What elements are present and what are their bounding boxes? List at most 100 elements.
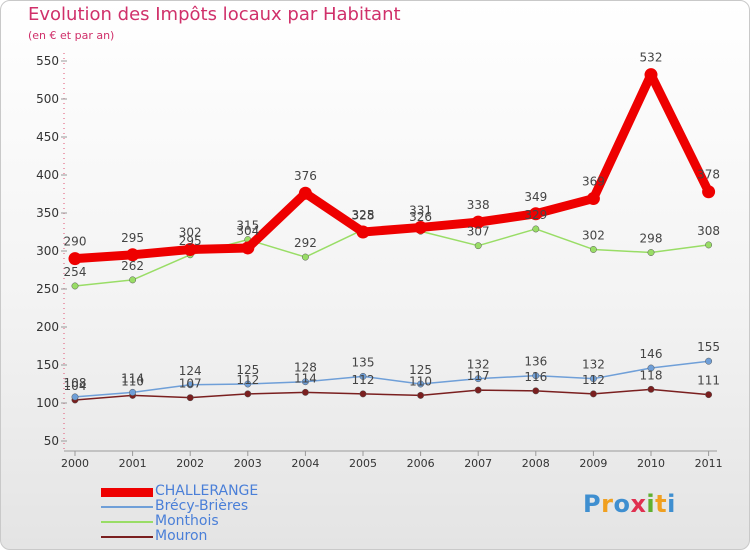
y-tick-label: 50	[44, 434, 59, 448]
data-label: 292	[294, 236, 317, 250]
data-point	[241, 241, 255, 255]
data-point	[589, 390, 597, 398]
data-point	[301, 378, 309, 386]
data-label: 114	[294, 371, 317, 385]
data-label: 302	[179, 225, 202, 239]
series-line	[70, 70, 714, 264]
data-label: 135	[352, 355, 375, 369]
data-label: 125	[409, 363, 432, 377]
data-label: 325	[352, 208, 375, 222]
data-label: 338	[467, 198, 490, 212]
data-point	[186, 381, 194, 389]
data-point	[529, 207, 543, 221]
series-line	[74, 360, 710, 398]
data-label: 331	[409, 203, 432, 217]
x-tick-label: 2007	[464, 457, 492, 470]
data-label: 298	[640, 232, 663, 246]
data-label: 262	[121, 259, 144, 273]
legend-label: Monthois	[155, 513, 219, 529]
data-point	[647, 364, 655, 372]
data-label: 376	[294, 169, 317, 183]
data-point	[705, 391, 713, 399]
data-label: 112	[352, 373, 375, 387]
data-point	[301, 388, 309, 396]
data-point	[474, 386, 482, 394]
data-point	[417, 380, 425, 388]
data-label: 110	[409, 374, 432, 388]
x-tick-label: 2001	[119, 457, 147, 470]
data-label: 302	[582, 228, 605, 242]
x-tick-label: 2000	[61, 457, 89, 470]
legend-label: Mouron	[155, 528, 208, 544]
legend-swatch	[101, 521, 153, 523]
data-point	[474, 375, 482, 383]
data-label: 326	[409, 210, 432, 224]
data-point	[301, 253, 309, 261]
y-tick-label: 100	[36, 396, 59, 410]
data-label: 132	[467, 358, 490, 372]
data-point	[68, 252, 82, 266]
data-point	[532, 387, 540, 395]
data-label: 290	[64, 235, 87, 249]
data-label: 128	[294, 361, 317, 375]
x-tick-label: 2011	[695, 457, 723, 470]
data-point	[644, 68, 658, 82]
x-tick-label: 2009	[579, 457, 607, 470]
x-tick-label: 2008	[522, 457, 550, 470]
data-label: 112	[236, 373, 259, 387]
data-label: 295	[179, 234, 202, 248]
data-point	[589, 246, 597, 253]
data-point	[244, 390, 252, 398]
data-point	[474, 242, 482, 250]
y-tick-label: 550	[36, 54, 59, 68]
x-tick-label: 2004	[291, 457, 319, 470]
data-label: 114	[121, 371, 144, 385]
data-point	[183, 242, 197, 256]
legend-swatch	[101, 506, 153, 508]
data-label: 532	[640, 51, 663, 65]
data-point	[359, 372, 367, 380]
data-label: 254	[64, 265, 87, 279]
data-point	[417, 391, 425, 399]
data-label: 108	[64, 376, 87, 390]
data-label: 329	[524, 208, 547, 222]
series-line	[74, 228, 710, 287]
axes: 50 100 150 200 250 300 350 400 450 500 550 2000 2001…	[36, 53, 723, 470]
data-label: 104	[64, 379, 87, 393]
series-layer	[68, 68, 716, 404]
data-label: 107	[179, 377, 202, 391]
data-label: 116	[524, 370, 547, 384]
proxiti-logo: Proxiti	[583, 490, 676, 518]
y-tick-label: 250	[36, 282, 59, 296]
data-point	[129, 276, 137, 284]
data-point	[702, 185, 716, 199]
data-label: 155	[697, 340, 720, 354]
legend-label: Brécy-Brières	[155, 498, 249, 514]
data-point	[705, 357, 713, 365]
data-label: 146	[640, 347, 663, 361]
data-label: 295	[121, 231, 144, 245]
x-tick-label: 2005	[349, 457, 377, 470]
x-tick-label: 2002	[176, 457, 204, 470]
data-label: 112	[582, 373, 605, 387]
data-label: 304	[236, 224, 259, 238]
data-label: 136	[524, 355, 547, 369]
chart-subtitle: (en € et par an)	[28, 29, 115, 42]
data-point	[356, 225, 370, 239]
data-point	[532, 225, 540, 233]
data-point	[359, 390, 367, 398]
y-tick-label: 350	[36, 206, 59, 220]
data-label: 110	[121, 374, 144, 388]
data-label: 308	[697, 224, 720, 238]
data-point	[298, 186, 312, 200]
data-label: 124	[179, 364, 202, 378]
data-label: 118	[640, 368, 663, 382]
data-point	[586, 192, 600, 206]
data-point	[705, 241, 713, 249]
data-point	[71, 393, 79, 401]
data-point	[589, 375, 597, 383]
data-label: 328	[352, 209, 375, 223]
data-label: 369	[582, 175, 605, 189]
